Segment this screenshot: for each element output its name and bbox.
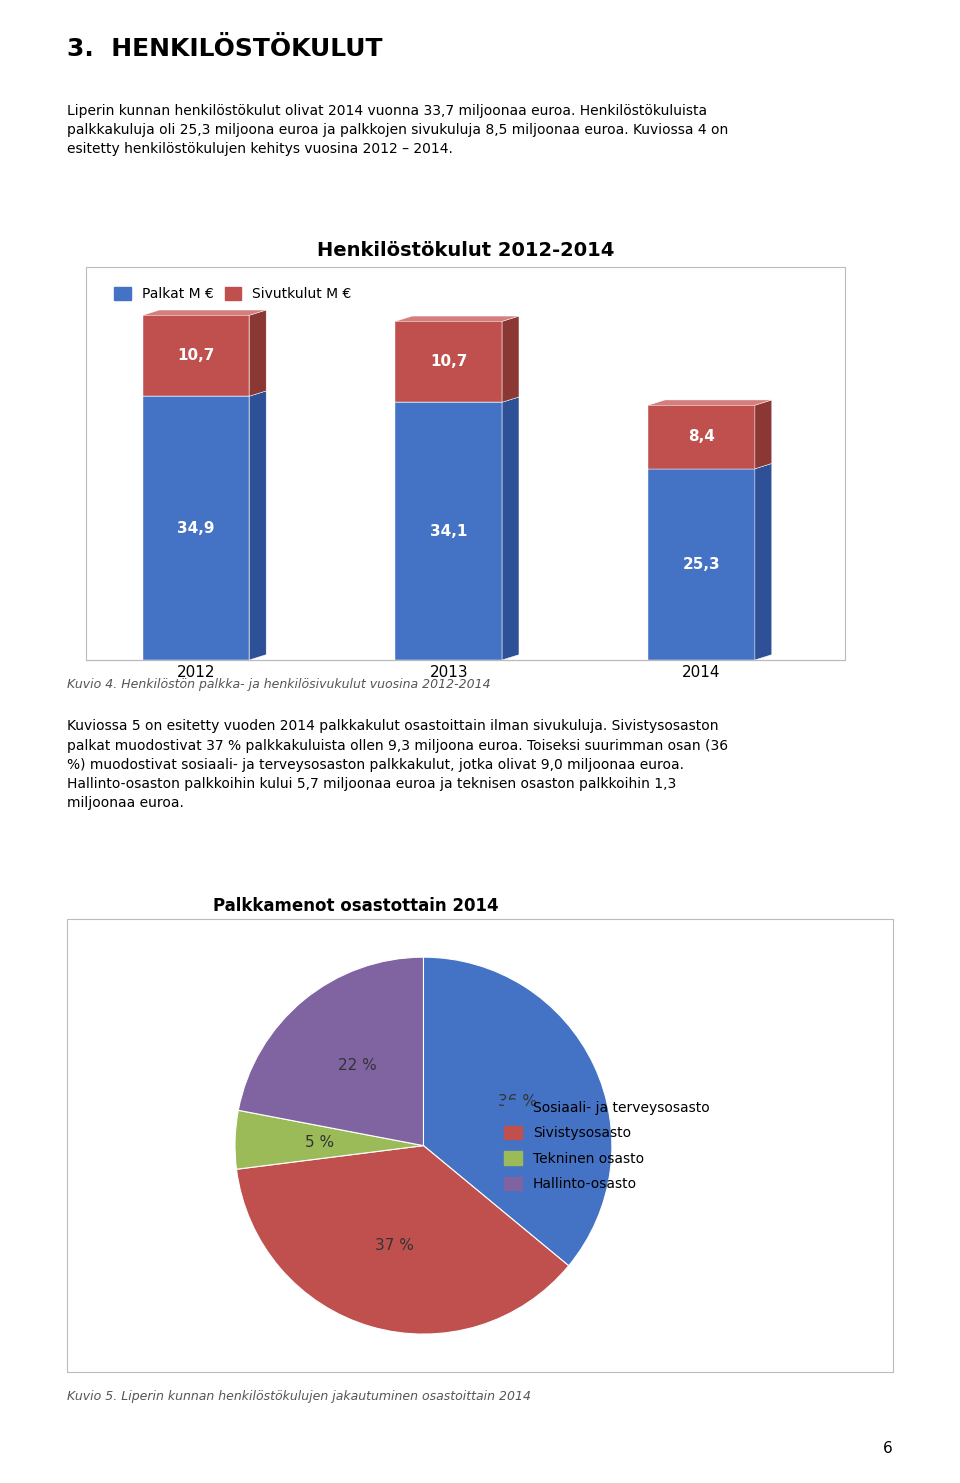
Polygon shape: [755, 400, 772, 469]
Polygon shape: [250, 392, 266, 660]
Title: Henkilöstökulut 2012-2014: Henkilöstökulut 2012-2014: [317, 240, 614, 260]
Text: Kuviossa 5 on esitetty vuoden 2014 palkkakulut osastoittain ilman sivukuluja. Si: Kuviossa 5 on esitetty vuoden 2014 palkk…: [67, 719, 719, 733]
Text: Kuvio 4. Henkilöstön palkka- ja henkilösivukulut vuosina 2012-2014: Kuvio 4. Henkilöstön palkka- ja henkilös…: [67, 678, 491, 691]
Text: 10,7: 10,7: [430, 354, 468, 369]
Polygon shape: [648, 463, 772, 469]
Polygon shape: [143, 392, 266, 396]
Polygon shape: [396, 316, 519, 322]
Text: 37 %: 37 %: [375, 1238, 414, 1253]
Text: Liperin kunnan henkilöstökulut olivat 2014 vuonna 33,7 miljoonaa euroa. Henkilös: Liperin kunnan henkilöstökulut olivat 20…: [67, 104, 708, 117]
Text: esitetty henkilöstökulujen kehitys vuosina 2012 – 2014.: esitetty henkilöstökulujen kehitys vuosi…: [67, 142, 453, 156]
Text: 25,3: 25,3: [683, 556, 720, 572]
Bar: [648, 469, 755, 660]
Bar: [396, 322, 502, 402]
Polygon shape: [502, 397, 519, 660]
Polygon shape: [755, 463, 772, 660]
Text: Kuvio 5. Liperin kunnan henkilöstökulujen jakautuminen osastoittain 2014: Kuvio 5. Liperin kunnan henkilöstökuluje…: [67, 1390, 531, 1403]
Wedge shape: [235, 1111, 423, 1169]
Wedge shape: [238, 957, 423, 1146]
Text: 34,1: 34,1: [430, 523, 468, 538]
Text: Hallinto-osaston palkkoihin kului 5,7 miljoonaa euroa ja teknisen osaston palkko: Hallinto-osaston palkkoihin kului 5,7 mi…: [67, 777, 677, 790]
Polygon shape: [143, 310, 266, 316]
Text: %) muodostivat sosiaali- ja terveysosaston palkkakulut, jotka olivat 9,0 miljoon: %) muodostivat sosiaali- ja terveysosast…: [67, 758, 684, 771]
Text: palkat muodostivat 37 % palkkakuluista ollen 9,3 miljoona euroa. Toiseksi suurim: palkat muodostivat 37 % palkkakuluista o…: [67, 739, 729, 752]
Title: Palkkamenot osastottain 2014: Palkkamenot osastottain 2014: [213, 897, 498, 915]
Wedge shape: [423, 957, 612, 1266]
Wedge shape: [236, 1146, 568, 1335]
Bar: [143, 396, 250, 660]
Polygon shape: [250, 310, 266, 396]
Bar: [648, 405, 755, 469]
Text: 3.  HENKILÖSTÖKULUT: 3. HENKILÖSTÖKULUT: [67, 37, 383, 61]
Polygon shape: [648, 400, 772, 405]
Bar: [143, 316, 250, 396]
Legend: Palkat M €, Sivutkulut M €: Palkat M €, Sivutkulut M €: [108, 282, 357, 307]
Text: 34,9: 34,9: [178, 521, 215, 535]
Text: 8,4: 8,4: [688, 430, 715, 445]
Polygon shape: [502, 316, 519, 402]
Legend: Sosiaali- ja terveysosasto, Sivistysosasto, Tekninen osasto, Hallinto-osasto: Sosiaali- ja terveysosasto, Sivistysosas…: [498, 1094, 715, 1197]
Text: palkkakuluja oli 25,3 miljoona euroa ja palkkojen sivukuluja 8,5 miljoonaa euroa: palkkakuluja oli 25,3 miljoona euroa ja …: [67, 123, 729, 136]
Bar: [396, 402, 502, 660]
Text: 10,7: 10,7: [178, 349, 215, 363]
Text: 22 %: 22 %: [338, 1059, 376, 1074]
Polygon shape: [396, 397, 519, 402]
Text: 6: 6: [883, 1441, 893, 1456]
Text: miljoonaa euroa.: miljoonaa euroa.: [67, 796, 184, 810]
Text: 5 %: 5 %: [305, 1134, 334, 1149]
Text: 36 %: 36 %: [497, 1094, 537, 1109]
